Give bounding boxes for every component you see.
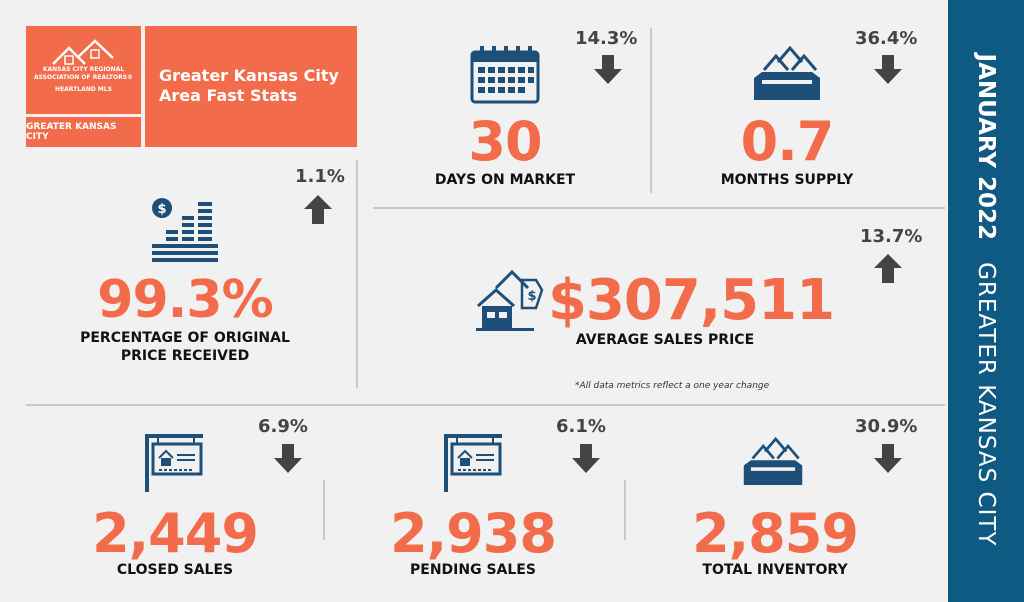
divider — [650, 28, 652, 193]
closed-sales-change: 6.9% — [258, 416, 308, 437]
arrow-up-icon — [874, 254, 902, 283]
divider — [373, 207, 945, 209]
months-supply-label: MONTHS SUPPLY — [720, 172, 854, 188]
pct-original-value: 99.3% — [97, 270, 273, 330]
banner-text: JANUARY 2022 GREATER KANSAS CITY — [973, 54, 999, 547]
arrow-down-icon — [572, 444, 600, 473]
pct-original-label-line2: PRICE RECEIVED — [120, 348, 250, 364]
side-banner: JANUARY 2022 GREATER KANSAS CITY — [948, 0, 1024, 602]
banner-month: JANUARY 2022 — [973, 53, 999, 241]
total-inventory-label: TOTAL INVENTORY — [702, 562, 848, 578]
logo-text-line2: ASSOCIATION OF REALTORS® — [33, 74, 134, 81]
banner-region: GREATER KANSAS CITY — [973, 262, 999, 547]
logo — [26, 26, 141, 114]
pending-sales-label: PENDING SALES — [410, 562, 536, 578]
arrow-down-icon — [874, 444, 902, 473]
avg-price-value: $307,511 — [548, 268, 835, 333]
divider — [356, 160, 358, 388]
calendar-icon — [470, 46, 540, 104]
months-supply-value: 0.7 — [740, 110, 835, 173]
days-on-market-change: 14.3% — [575, 28, 638, 49]
arrow-down-icon — [274, 444, 302, 473]
houses-box-icon — [754, 45, 820, 100]
pending-sales-value: 2,938 — [390, 502, 557, 565]
logo-text-line1: KANSAS CITY REGIONAL — [42, 66, 125, 73]
pending-sales-change: 6.1% — [556, 416, 606, 437]
total-inventory-value: 2,859 — [692, 502, 859, 565]
svg-text:$: $ — [157, 202, 166, 217]
logo-text-line3: HEARTLAND MLS — [55, 86, 112, 93]
svg-text:$: $ — [527, 289, 536, 304]
days-on-market-label: DAYS ON MARKET — [434, 172, 576, 188]
arrow-up-icon — [304, 195, 332, 224]
logo-houses-icon — [52, 39, 114, 65]
total-inventory-change: 30.9% — [855, 416, 918, 437]
coin-stacks-icon: $ — [152, 198, 218, 262]
houses-box-icon — [743, 436, 803, 486]
avg-price-label: AVERAGE SALES PRICE — [575, 332, 755, 348]
sale-sign-icon — [145, 434, 203, 492]
pct-original-change: 1.1% — [295, 166, 345, 187]
avg-price-change: 13.7% — [860, 226, 923, 247]
days-on-market-value: 30 — [468, 110, 542, 173]
arrow-down-icon — [594, 55, 622, 84]
pct-original-label-line1: PERCENTAGE OF ORIGINAL — [80, 330, 290, 346]
arrow-down-icon — [874, 55, 902, 84]
months-supply-change: 36.4% — [855, 28, 918, 49]
house-price-tag-icon: $ — [476, 269, 544, 331]
page-title: Greater Kansas City Area Fast Stats — [145, 26, 357, 147]
divider — [624, 480, 626, 540]
logo-subtitle: GREATER KANSAS CITY — [26, 117, 141, 147]
divider — [26, 404, 945, 406]
footnote: *All data metrics reflect a one year cha… — [575, 381, 770, 391]
closed-sales-label: CLOSED SALES — [116, 562, 234, 578]
sale-sign-icon — [444, 434, 502, 492]
closed-sales-value: 2,449 — [92, 502, 259, 565]
divider — [323, 480, 325, 540]
